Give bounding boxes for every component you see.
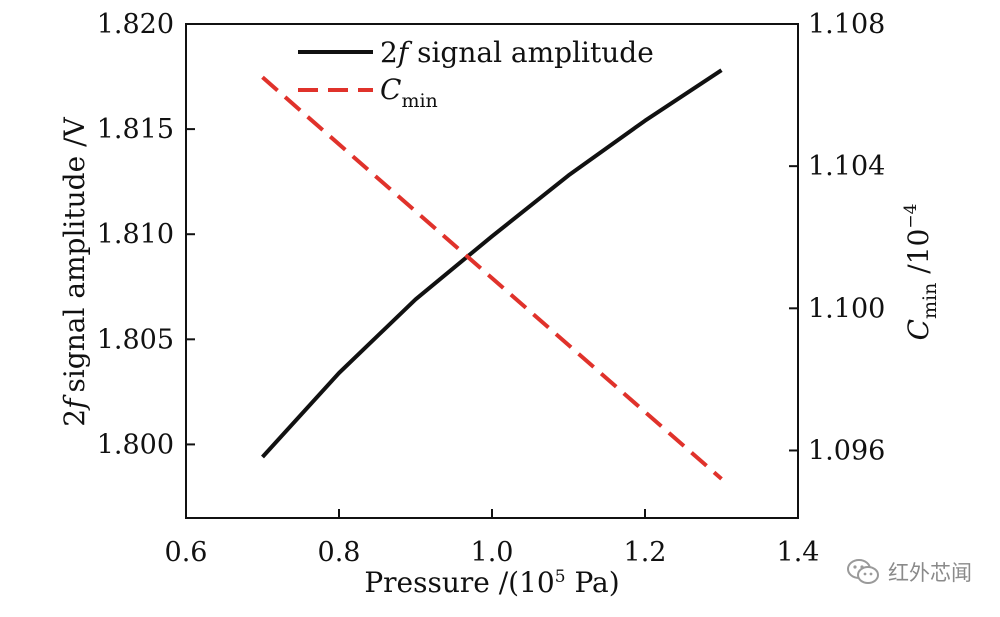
x-tick-label: 0.6: [165, 537, 208, 568]
series-line-amplitude: [261, 68, 723, 459]
left-y-axis: 1.800 1.805 1.810 1.815 1.820: [97, 9, 195, 460]
x-axis: 0.6 0.8 1.0 1.2 1.4: [165, 509, 820, 568]
x-tick-label: 1.2: [624, 537, 667, 568]
left-y-tick-label: 1.805: [97, 324, 174, 355]
right-y-tick-label: 1.104: [808, 151, 885, 182]
series-layer: [261, 68, 723, 481]
plot-frame: [185, 23, 799, 519]
x-tick-label: 1.4: [777, 537, 820, 568]
legend: 2f signal amplitude Cmin: [298, 36, 654, 112]
watermark-text: 红外芯闻: [888, 561, 972, 585]
series-line-cmin: [261, 75, 723, 481]
wechat-icon: [847, 559, 879, 584]
x-tick-label: 0.8: [318, 537, 361, 568]
right-y-tick-label: 1.096: [808, 435, 885, 466]
left-y-tick-label: 1.820: [97, 9, 174, 40]
left-y-tick-label: 1.815: [97, 114, 174, 145]
left-y-axis-title: 2fsignal amplitude /V: [58, 117, 91, 427]
left-y-tick-label: 1.800: [97, 429, 174, 460]
right-y-axis: 1.096 1.100 1.104 1.108: [789, 9, 885, 466]
x-axis-title: Pressure /(105 Pa): [364, 566, 619, 599]
right-y-axis-title: Cmin /10−4: [901, 204, 941, 341]
right-y-tick-label: 1.108: [808, 9, 885, 40]
left-y-tick-label: 1.810: [97, 219, 174, 250]
right-y-tick-label: 1.100: [808, 293, 885, 324]
legend-label-cmin: Cmin: [380, 73, 438, 112]
x-tick-label: 1.0: [471, 537, 514, 568]
legend-label-amplitude: 2f signal amplitude: [380, 36, 654, 69]
watermark: 红外芯闻: [846, 557, 972, 587]
